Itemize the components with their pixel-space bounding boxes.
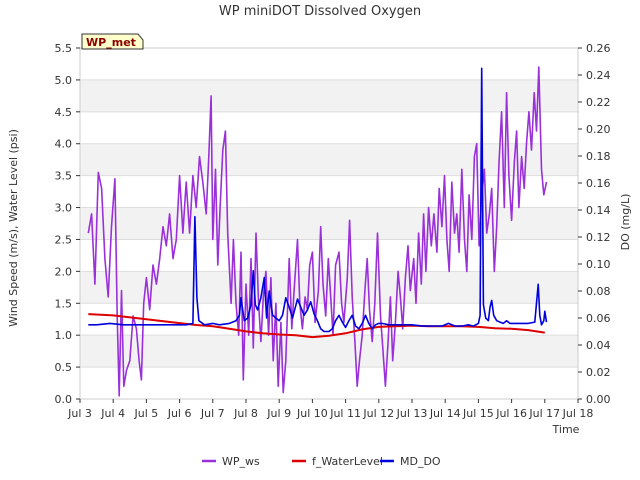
left-tick-label: 3.5 — [55, 170, 73, 183]
left-axis-title: Wind Speed (m/s), Water Level (psi) — [7, 129, 20, 327]
left-tick-label: 5.5 — [55, 42, 73, 55]
legend-item-f-waterlevel[interactable]: f_WaterLevel — [292, 455, 383, 468]
x-tick-label: Jul 5 — [134, 407, 159, 420]
right-tick-label: 0.18 — [586, 150, 611, 163]
x-tick-label: Jul 6 — [167, 407, 192, 420]
x-tick-label: Jul 9 — [266, 407, 291, 420]
right-tick-label: 0.22 — [586, 96, 611, 109]
x-tick-label: Jul 3 — [67, 407, 92, 420]
left-tick-label: 4.5 — [55, 106, 73, 119]
site-badge-box — [81, 33, 144, 50]
site-badge-label: WP_met — [86, 36, 136, 49]
right-axis-title: DO (mg/L) — [619, 194, 632, 251]
legend-label: f_WaterLevel — [312, 455, 383, 468]
right-tick-label: 0.06 — [586, 312, 611, 325]
background-band — [80, 79, 578, 112]
x-tick-label: Jul 13 — [396, 407, 428, 420]
left-tick-label: 3.0 — [55, 202, 73, 215]
series-line-wp-ws — [87, 66, 548, 397]
x-tick-label: Jul 4 — [100, 407, 125, 420]
x-tick-label: Jul 15 — [462, 407, 494, 420]
right-tick-label: 0.24 — [586, 69, 611, 82]
background-band — [80, 143, 578, 176]
right-tick-label: 0.00 — [586, 393, 611, 406]
left-tick-label: 0.0 — [55, 393, 73, 406]
right-axis-ticks: 0.00 0.02 0.04 0.06 0.08 0.10 0.12 0.14 0.16 0.18… — [578, 42, 611, 406]
right-tick-label: 0.04 — [586, 339, 611, 352]
right-tick-label: 0.16 — [586, 177, 611, 190]
left-tick-label: 0.5 — [55, 361, 73, 374]
right-tick-label: 0.20 — [586, 123, 611, 136]
left-axis-ticks: 0.0 0.5 1.0 1.5 2.0 2.5 3.0 3.5 4.0 4.5 5.0 5.5 — [55, 42, 80, 406]
x-axis-title: Time — [552, 423, 580, 436]
series-line-f-waterlevel — [88, 313, 545, 339]
left-tick-label: 1.5 — [55, 297, 73, 310]
background-band — [80, 335, 578, 368]
left-tick-label: 5.0 — [55, 74, 73, 87]
right-tick-label: 0.14 — [586, 204, 611, 217]
left-tick-label: 1.0 — [55, 329, 73, 342]
legend-label: WP_ws — [222, 455, 260, 468]
x-tick-label: Jul 17 — [528, 407, 560, 420]
left-tick-label: 2.0 — [55, 265, 73, 278]
series-layer — [87, 66, 548, 397]
right-tick-label: 0.12 — [586, 231, 611, 244]
left-tick-label: 4.0 — [55, 138, 73, 151]
left-tick-label: 2.5 — [55, 233, 73, 246]
x-tick-label: Jul 14 — [429, 407, 461, 420]
right-tick-label: 0.08 — [586, 285, 611, 298]
site-badge: WP_met — [81, 33, 144, 50]
legend-label: MD_DO — [400, 455, 441, 468]
x-tick-label: Jul 11 — [329, 407, 361, 420]
plot-frame — [79, 47, 579, 400]
x-tick-label: Jul 18 — [562, 407, 594, 420]
background-band — [80, 207, 578, 240]
series-line-md-do — [88, 67, 548, 333]
x-tick-label: Jul 7 — [200, 407, 225, 420]
legend-item-md-do[interactable]: MD_DO — [380, 455, 441, 468]
right-tick-label: 0.26 — [586, 42, 611, 55]
x-tick-label: Jul 8 — [233, 407, 258, 420]
right-tick-label: 0.10 — [586, 258, 611, 271]
x-tick-label: Jul 10 — [296, 407, 328, 420]
legend-item-wp-ws[interactable]: WP_ws — [202, 455, 260, 468]
chart-title: WP miniDOT Dissolved Oxygen — [219, 4, 421, 19]
x-tick-label: Jul 16 — [495, 407, 527, 420]
right-tick-label: 0.02 — [586, 366, 611, 379]
x-axis-ticks: Jul 3 Jul 4 Jul 5 Jul 6 Jul 7 Jul 8 Jul 9 Jul 1… — [67, 399, 593, 420]
legend[interactable]: WP_ws f_WaterLevel MD_DO — [202, 455, 441, 468]
background-bands — [80, 79, 578, 368]
x-tick-label: Jul 12 — [362, 407, 394, 420]
